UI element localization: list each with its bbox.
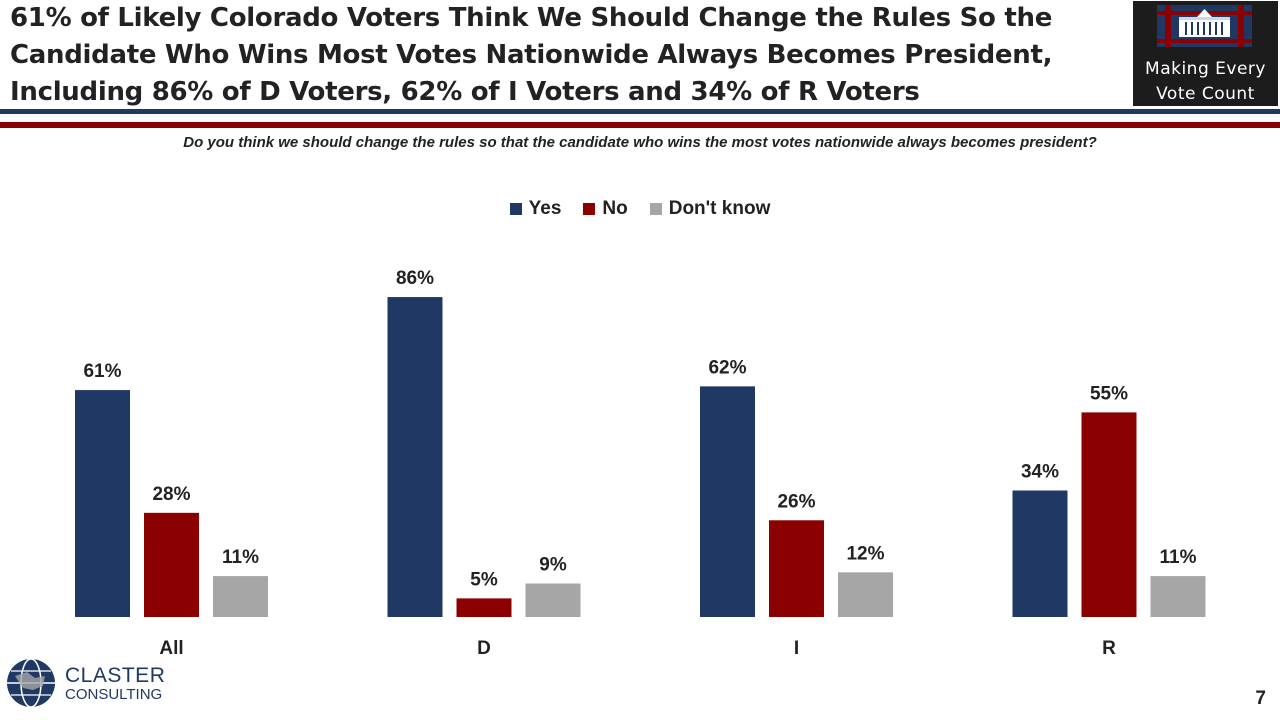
globe-icon [7,658,55,708]
bar-d-yes [387,297,443,617]
logo-line-1: Making Every [1145,59,1266,79]
legend-item-dont-know: Don't know [649,198,771,220]
data-label-r-no: 55% [1090,383,1128,404]
claster-consulting-logo: CLASTER CONSULTING [5,652,165,714]
bar-r-no [1081,412,1137,617]
slide-title: 61% of Likely Colorado Voters Think We S… [10,0,1120,111]
legend-swatch-no [583,203,596,215]
bar-all-no [144,512,199,617]
bar-d-no [456,598,512,617]
category-label-r: R [1102,638,1116,659]
data-label-d-yes: 86% [396,268,434,289]
legend-item-yes: Yes [509,198,562,220]
header-rule-red [0,122,1280,128]
header-rule-blue [0,109,1280,114]
title-line-2: Candidate Who Wins Most Votes Nationwide… [10,40,1053,70]
survey-question: Do you think we should change the rules … [183,134,1097,151]
data-label-i-yes: 62% [708,357,746,378]
data-label-r-yes: 34% [1021,462,1059,483]
data-label-d-no: 5% [470,569,498,590]
page-number: 7 [1255,688,1266,709]
bar-i-no [769,520,824,617]
category-label-i: I [794,638,799,659]
legend-swatch-dont-know [649,203,662,215]
legend-label-dont-know: Don't know [668,198,771,219]
category-label-d: D [477,638,491,659]
bar-i-don-t-know [838,572,893,617]
legend-item-no: No [583,198,628,220]
making-every-vote-count-logo: Making Every Vote Count [1133,1,1278,106]
capitol-flag-icon [1157,5,1252,47]
company-name-line-1: CLASTER [65,664,166,687]
title-line-1: 61% of Likely Colorado Voters Think We S… [10,3,1053,33]
data-label-all-no: 28% [152,484,190,505]
title-line-3: Including 86% of D Voters, 62% of I Vote… [10,77,920,107]
data-label-all-yes: 61% [83,361,121,382]
bar-r-don-t-know [1150,576,1206,617]
logo-line-2: Vote Count [1156,84,1255,104]
bar-d-don-t-know [525,583,581,617]
data-label-i-no: 26% [777,491,815,512]
legend-label-no: No [602,198,628,219]
bar-i-yes [700,386,755,617]
data-label-r-don-t-know: 11% [1160,547,1197,568]
legend-swatch-yes [509,203,522,215]
bar-r-yes [1012,490,1068,617]
data-label-i-don-t-know: 12% [846,543,884,564]
company-name-line-2: CONSULTING [65,686,163,703]
chart-legend: Yes No Don't know [0,198,1280,220]
data-label-all-don-t-know: 11% [222,547,259,568]
bar-all-yes [75,390,130,617]
data-label-d-don-t-know: 9% [539,555,567,576]
bar-all-don-t-know [213,576,268,617]
category-label-all: All [159,638,183,659]
legend-label-yes: Yes [528,198,562,219]
